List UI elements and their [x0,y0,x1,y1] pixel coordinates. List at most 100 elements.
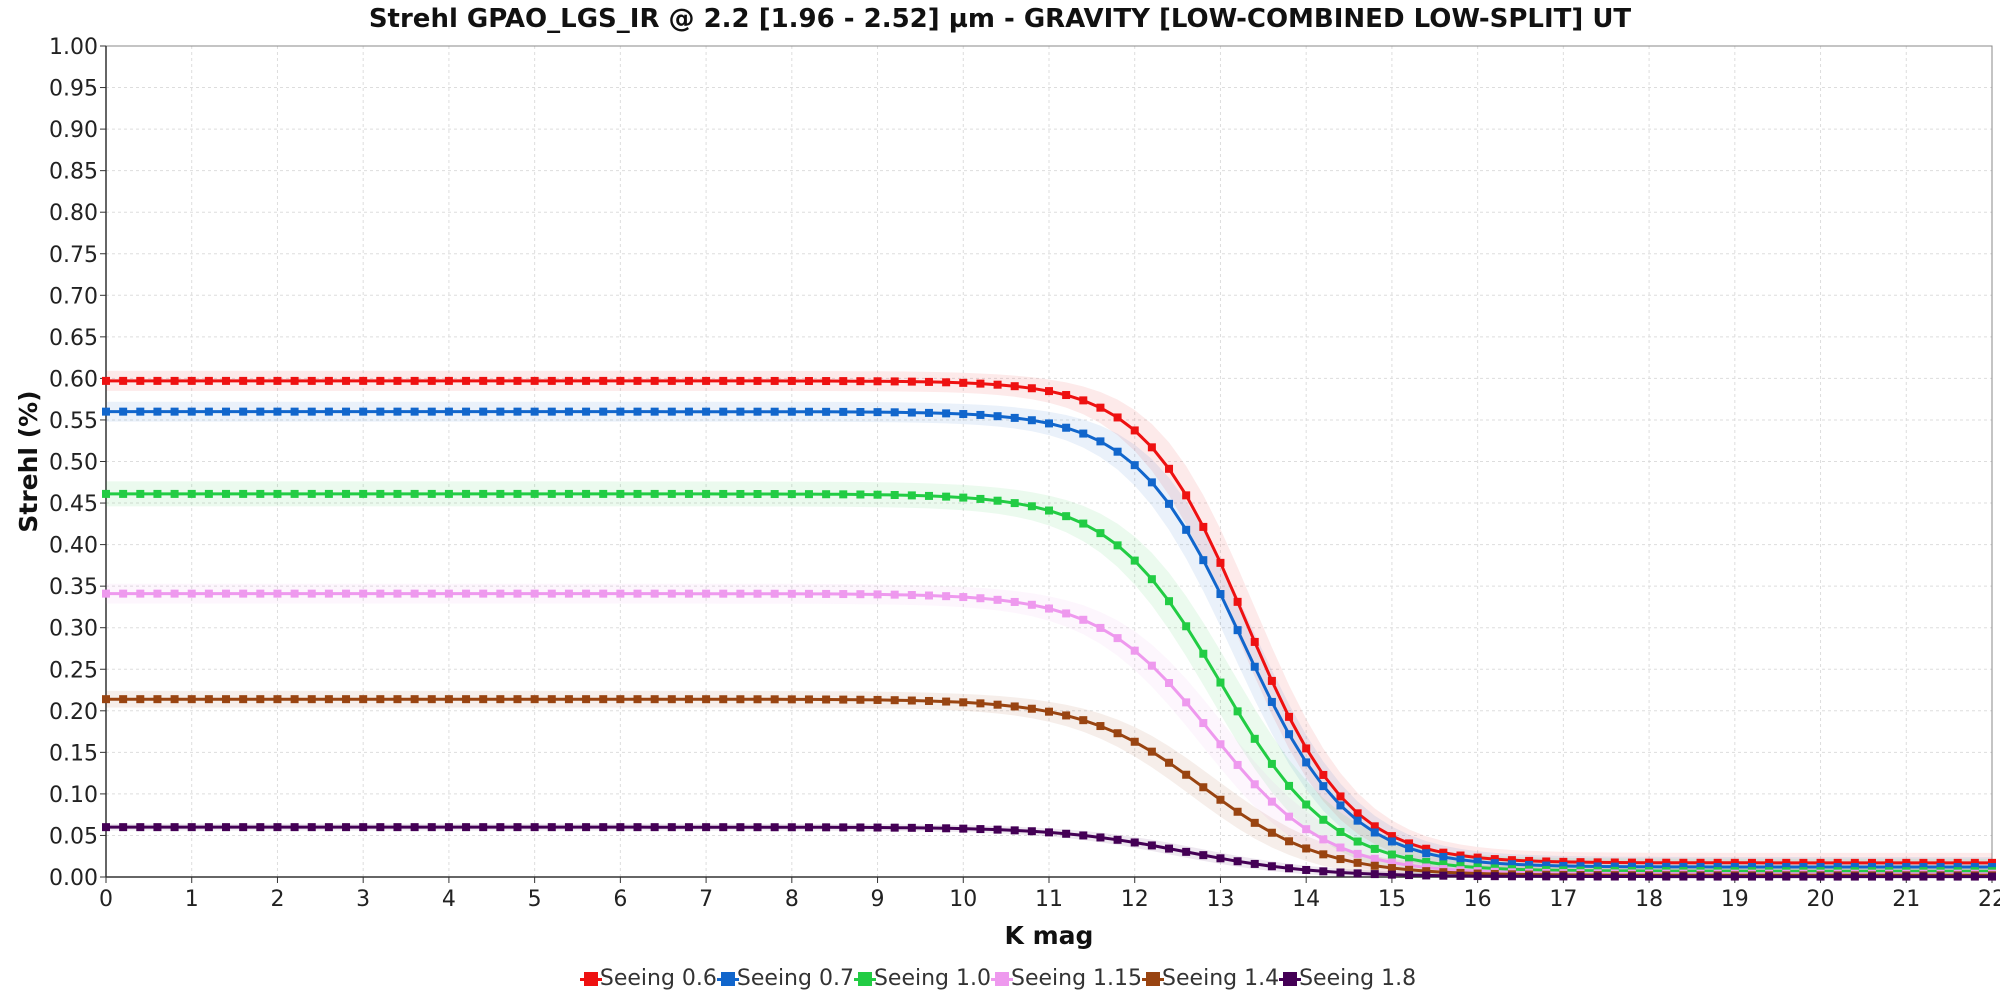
legend-item[interactable]: Seeing 1.15 [991,966,1142,991]
legend-item[interactable]: Seeing 1.8 [1279,966,1416,991]
legend-item[interactable]: Seeing 1.4 [1142,966,1279,991]
point-seeing-1-0 [393,489,402,498]
point-seeing-1-8 [1559,872,1568,881]
y-tick-label: 0.30 [49,617,98,642]
point-seeing-1-8 [1096,833,1105,842]
point-seeing-1-15 [513,589,522,598]
point-seeing-0-7 [256,407,265,416]
point-seeing-0-7 [976,410,985,419]
point-seeing-1-4 [1165,758,1174,767]
point-seeing-1-4 [239,695,248,704]
point-seeing-1-4 [839,695,848,704]
point-seeing-1-4 [1285,837,1294,846]
y-tick-label: 1.00 [49,35,98,60]
point-seeing-0-6 [1182,491,1191,500]
y-tick-label: 0.45 [49,492,98,517]
point-seeing-1-8 [444,823,453,832]
point-seeing-1-0 [256,489,265,498]
point-seeing-1-4 [753,695,762,704]
point-seeing-1-8 [1165,844,1174,853]
point-seeing-0-7 [1919,863,1928,872]
point-seeing-0-6 [1233,597,1242,606]
point-seeing-1-15 [1113,634,1122,643]
point-seeing-1-0 [102,489,110,498]
chart-title: Strehl GPAO_LGS_IR @ 2.2 [1.96 - 2.52] µ… [368,4,1632,34]
point-seeing-1-15 [907,591,916,600]
point-seeing-0-7 [444,407,453,416]
point-seeing-1-4 [496,695,505,704]
point-seeing-0-6 [959,378,968,387]
point-seeing-1-15 [1045,604,1053,613]
point-seeing-1-0 [547,489,556,498]
point-seeing-1-8 [1799,872,1808,881]
point-seeing-1-8 [1816,872,1825,881]
point-seeing-0-6 [1439,848,1448,857]
point-seeing-0-7 [170,407,179,416]
point-seeing-1-4 [530,695,539,704]
point-seeing-0-7 [1319,782,1328,791]
point-seeing-1-0 [582,489,591,498]
point-seeing-0-7 [427,407,436,416]
point-seeing-1-0 [942,492,951,501]
point-seeing-0-6 [427,376,436,385]
point-seeing-1-8 [170,823,179,832]
point-seeing-0-6 [1199,522,1208,531]
point-seeing-1-0 [839,490,848,499]
legend-item[interactable]: Seeing 0.6 [579,966,717,991]
point-seeing-1-8 [1525,872,1534,881]
point-seeing-0-6 [1130,426,1139,435]
point-seeing-0-7 [1679,862,1688,871]
point-seeing-1-4 [479,695,488,704]
point-seeing-1-8 [1988,872,1996,881]
point-seeing-1-15 [479,589,488,598]
point-seeing-1-15 [1079,615,1088,624]
point-seeing-0-7 [547,407,556,416]
point-seeing-1-8 [153,823,162,832]
point-seeing-1-4 [1182,770,1191,779]
point-seeing-1-0 [1267,759,1276,768]
point-seeing-1-8 [496,823,505,832]
point-seeing-0-6 [136,376,145,385]
point-seeing-1-15 [1285,812,1294,821]
point-seeing-0-6 [1816,858,1825,867]
point-seeing-1-0 [753,490,762,499]
point-seeing-1-0 [1353,837,1362,846]
legend-swatch [991,972,1013,986]
point-seeing-1-0 [770,490,779,499]
point-seeing-1-4 [1130,737,1139,746]
point-seeing-0-6 [273,376,282,385]
point-seeing-0-6 [1696,858,1705,867]
point-seeing-0-7 [1936,863,1945,872]
point-seeing-1-0 [324,489,333,498]
point-seeing-1-15 [873,590,882,599]
point-seeing-1-8 [273,823,282,832]
point-seeing-1-15 [256,589,265,598]
point-seeing-1-4 [770,695,779,704]
x-tick-label: 21 [1892,887,1920,912]
legend-item[interactable]: Seeing 1.0 [853,966,991,991]
point-seeing-1-4 [273,695,282,704]
point-seeing-0-6 [496,376,505,385]
point-seeing-0-6 [787,376,796,385]
point-seeing-1-4 [890,696,899,705]
point-seeing-0-6 [187,376,196,385]
point-seeing-0-6 [290,376,299,385]
point-seeing-1-0 [1199,649,1208,658]
point-seeing-1-4 [1147,747,1156,756]
point-seeing-0-7 [959,410,968,419]
point-seeing-1-15 [667,589,676,598]
point-seeing-0-6 [1799,858,1808,867]
y-tick-label: 0.70 [49,284,98,309]
point-seeing-0-6 [684,376,693,385]
point-seeing-0-6 [1679,858,1688,867]
point-seeing-1-8 [102,823,110,832]
point-seeing-0-6 [633,376,642,385]
point-seeing-1-15 [427,589,436,598]
point-seeing-0-7 [1302,758,1311,767]
point-seeing-0-7 [650,407,659,416]
point-seeing-0-6 [239,376,248,385]
point-seeing-1-8 [907,823,916,832]
point-seeing-1-8 [839,823,848,832]
point-seeing-1-8 [222,823,231,832]
legend-item[interactable]: Seeing 0.7 [716,966,854,991]
